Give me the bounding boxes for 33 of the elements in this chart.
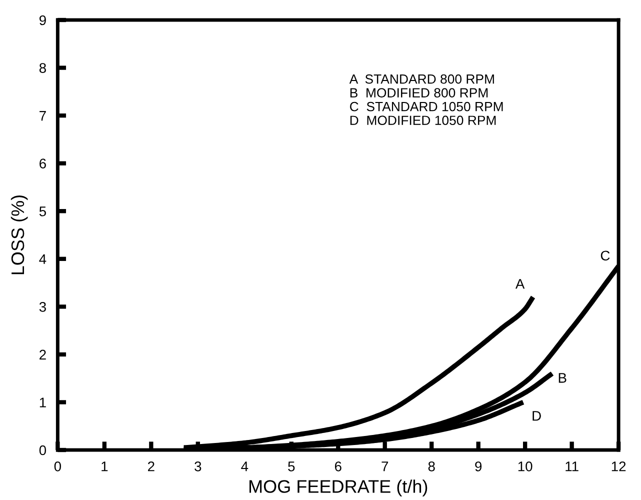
annotation: C STANDARD 1050 RPM bbox=[350, 102, 503, 112]
y-tick-label: 8 bbox=[39, 63, 46, 73]
x-tick-label: 3 bbox=[194, 461, 202, 472]
y-tick-label: 2 bbox=[40, 350, 46, 360]
x-axis-title: MOG FEEDRATE (t/h) bbox=[249, 480, 428, 496]
annotation: B MODIFIED 800 RPM bbox=[350, 88, 488, 98]
x-tick-label: 10 bbox=[518, 461, 532, 472]
y-tick-label: 3 bbox=[39, 302, 46, 312]
x-tick-label: 9 bbox=[475, 461, 482, 472]
x-tick-label: 2 bbox=[148, 461, 154, 472]
y-tick-label: 5 bbox=[39, 206, 46, 216]
y-tick-label: 4 bbox=[39, 254, 46, 264]
annotation: D MODIFIED 1050 RPM bbox=[350, 116, 496, 126]
series-label: A bbox=[515, 279, 525, 289]
x-tick-label: 7 bbox=[382, 462, 388, 472]
series-label: C bbox=[600, 250, 610, 261]
y-tick-label: 7 bbox=[40, 111, 46, 121]
x-tick-label: 5 bbox=[288, 462, 295, 472]
x-tick-label: 0 bbox=[54, 461, 62, 472]
y-tick-label: 0 bbox=[39, 445, 46, 456]
x-tick-label: 4 bbox=[241, 462, 248, 472]
x-tick-label: 8 bbox=[428, 461, 435, 472]
x-tick-label: 11 bbox=[566, 462, 578, 472]
x-tick-label: 1 bbox=[102, 462, 108, 472]
x-tick-label: 6 bbox=[334, 461, 342, 472]
series-label: B bbox=[558, 373, 566, 383]
y-tick-label: 1 bbox=[40, 398, 46, 408]
x-tick-label: 12 bbox=[612, 461, 626, 472]
y-tick-label: 6 bbox=[40, 158, 46, 169]
series-label: D bbox=[532, 411, 541, 421]
y-axis-title: LOSS (%) bbox=[10, 195, 28, 274]
annotation: A STANDARD 800 RPM bbox=[349, 74, 494, 84]
y-tick-label: 9 bbox=[40, 15, 46, 26]
